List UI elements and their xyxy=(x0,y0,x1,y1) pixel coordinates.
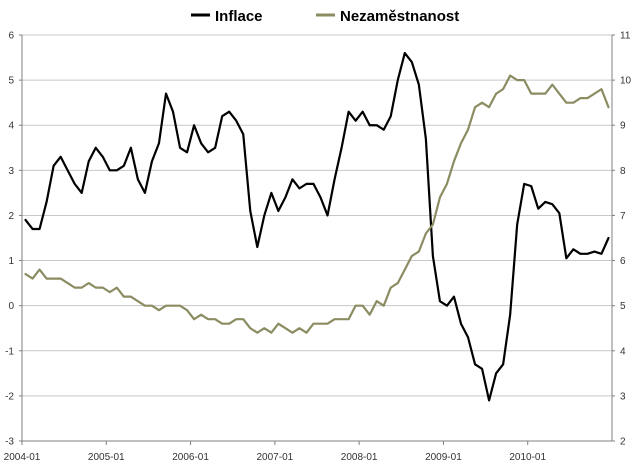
right-tick-label: 11 xyxy=(620,31,631,42)
x-tick-label: 2007-01 xyxy=(257,452,294,463)
left-axis-ticks: -3 -2 -1 0 1 2 3 4 5 6 xyxy=(5,31,22,448)
left-tick-label: 1 xyxy=(8,256,14,267)
right-tick-label: 2 xyxy=(620,437,626,448)
left-tick-label: -2 xyxy=(5,391,14,402)
right-tick-label: 3 xyxy=(620,391,626,402)
legend-label-inflace: Inflace xyxy=(215,8,263,25)
legend-label-nezamestnanost: Nezaměstnanost xyxy=(340,8,459,25)
gridlines xyxy=(22,34,612,442)
right-tick-label: 4 xyxy=(620,346,626,357)
x-axis-ticks: 2004-01 2005-01 2006-01 2007-01 2008-01 2009-… xyxy=(4,441,547,463)
right-tick-label: 5 xyxy=(620,301,626,312)
right-tick-label: 7 xyxy=(620,211,626,222)
axes xyxy=(21,35,613,442)
x-tick-label: 2006-01 xyxy=(172,452,209,463)
left-tick-label: 6 xyxy=(8,31,14,42)
series-line-inflace xyxy=(24,51,610,402)
right-tick-label: 6 xyxy=(620,256,626,267)
legend: Inflace Nezaměstnanost xyxy=(191,8,459,25)
x-tick-label: 2010-01 xyxy=(509,452,546,463)
left-tick-label: -1 xyxy=(5,346,14,357)
right-axis-ticks: 2 3 4 5 6 7 8 9 10 11 xyxy=(612,31,632,448)
series-line-nezamestnanost xyxy=(24,74,610,334)
left-tick-label: 2 xyxy=(8,211,14,222)
right-tick-label: 10 xyxy=(620,76,632,87)
left-tick-label: 5 xyxy=(8,76,14,87)
series-lines xyxy=(24,51,610,402)
x-tick-label: 2004-01 xyxy=(4,452,41,463)
x-tick-label: 2008-01 xyxy=(341,452,378,463)
x-tick-label: 2009-01 xyxy=(425,452,462,463)
left-tick-label: 0 xyxy=(8,301,14,312)
left-tick-label: 4 xyxy=(8,121,14,132)
x-tick-label: 2005-01 xyxy=(88,452,125,463)
left-tick-label: -3 xyxy=(5,437,14,448)
right-tick-label: 9 xyxy=(620,121,626,132)
left-tick-label: 3 xyxy=(8,166,14,177)
right-tick-label: 8 xyxy=(620,166,626,177)
